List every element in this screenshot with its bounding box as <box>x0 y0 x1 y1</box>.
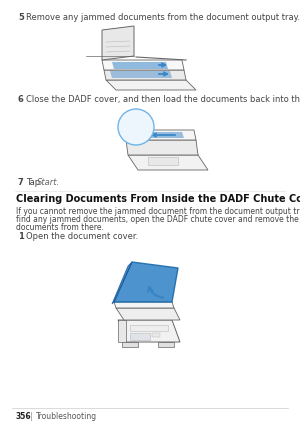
Polygon shape <box>112 262 132 304</box>
Text: |: | <box>30 412 33 421</box>
Polygon shape <box>104 70 186 80</box>
Polygon shape <box>110 71 172 78</box>
Text: documents from there.: documents from there. <box>16 223 104 232</box>
Polygon shape <box>114 262 178 302</box>
Polygon shape <box>102 60 184 70</box>
Polygon shape <box>118 320 180 342</box>
Text: Open the document cover.: Open the document cover. <box>26 232 138 241</box>
Circle shape <box>118 109 154 145</box>
Polygon shape <box>126 140 198 155</box>
Polygon shape <box>114 302 174 308</box>
Text: 1: 1 <box>18 232 24 241</box>
Polygon shape <box>124 130 196 140</box>
Bar <box>148 157 178 165</box>
Text: Troubleshooting: Troubleshooting <box>36 412 97 421</box>
Text: Clearing Documents From Inside the DADF Chute Cover: Clearing Documents From Inside the DADF … <box>16 194 300 204</box>
Polygon shape <box>118 320 126 342</box>
Text: 6: 6 <box>18 95 24 104</box>
Polygon shape <box>128 155 208 170</box>
Bar <box>122 342 138 347</box>
Text: find any jammed documents, open the DADF chute cover and remove the jammed: find any jammed documents, open the DADF… <box>16 215 300 224</box>
Text: 7: 7 <box>18 178 24 187</box>
Polygon shape <box>134 132 184 138</box>
Text: 5: 5 <box>18 13 24 22</box>
Bar <box>130 325 168 331</box>
Text: 356: 356 <box>16 412 32 421</box>
Text: Tap: Tap <box>26 178 43 187</box>
Bar <box>130 333 150 340</box>
Text: Start.: Start. <box>37 178 60 187</box>
Polygon shape <box>116 308 180 320</box>
Polygon shape <box>112 62 168 69</box>
Text: If you cannot remove the jammed document from the document output tray or cannot: If you cannot remove the jammed document… <box>16 207 300 216</box>
Text: Remove any jammed documents from the document output tray.: Remove any jammed documents from the doc… <box>26 13 300 22</box>
Polygon shape <box>102 26 134 60</box>
Bar <box>152 333 160 337</box>
Bar <box>158 342 174 347</box>
Polygon shape <box>106 80 196 90</box>
Text: Close the DADF cover, and then load the documents back into the DADF.: Close the DADF cover, and then load the … <box>26 95 300 104</box>
